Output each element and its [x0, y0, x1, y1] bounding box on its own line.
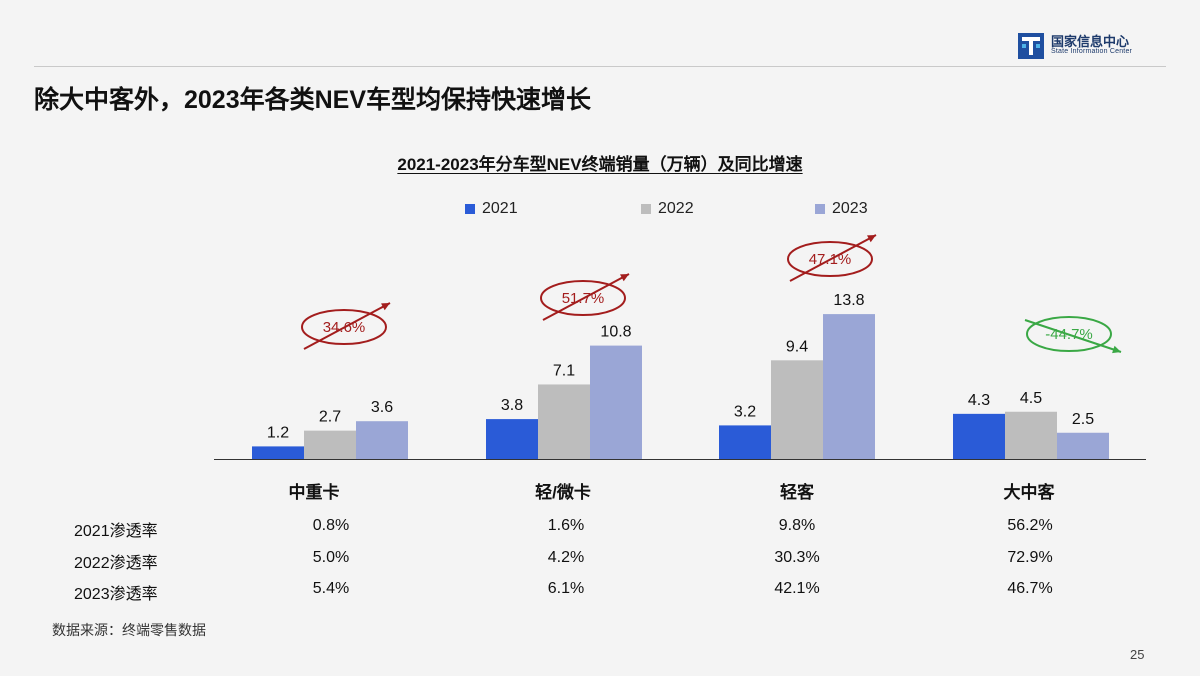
penetration-value: 9.8% — [778, 517, 816, 534]
penetration-value: 4.2% — [547, 549, 585, 566]
data-label: 3.2 — [734, 403, 756, 420]
arrow-head-icon — [381, 303, 390, 311]
organization-logo: 国家信息中心 State Information Center — [1018, 31, 1168, 61]
data-label: 2.7 — [319, 409, 341, 426]
penetration-value: 72.9% — [1007, 549, 1053, 566]
penetration-value: 5.4% — [312, 580, 350, 597]
bar-2023-1 — [590, 345, 642, 459]
bar-2021-3 — [953, 413, 1005, 459]
category-label-light-bus: 轻客 — [780, 483, 814, 502]
data-label: 9.4 — [786, 338, 808, 355]
penetration-value: 0.8% — [312, 517, 350, 534]
growth-rate-label: -44.7% — [1045, 326, 1093, 343]
penetration-value: 42.1% — [774, 580, 820, 597]
legend-item-2021: 2021 — [465, 197, 518, 221]
penetration-row-label: 2023渗透率 — [74, 586, 158, 603]
slide-title: 除大中客外，2023年各类NEV车型均保持快速增长 — [34, 86, 592, 114]
data-label: 1.2 — [267, 424, 289, 441]
growth-rate-label: 34.6% — [323, 319, 366, 336]
category-label-light-mini-truck: 轻/微卡 — [535, 483, 591, 502]
legend-item-2023: 2023 — [815, 197, 868, 221]
data-label: 13.8 — [833, 292, 864, 309]
growth-ellipse — [540, 280, 626, 316]
bar-2021-2 — [719, 425, 771, 459]
legend-swatch-2022 — [641, 204, 651, 214]
penetration-row-2022: 2022渗透率 5.0% 4.2% 30.3% 72.9% — [0, 549, 1200, 575]
penetration-value: 6.1% — [547, 580, 585, 597]
legend-label-2022: 2022 — [658, 200, 694, 217]
arrow-up-icon — [789, 234, 877, 282]
header-divider — [34, 66, 1166, 67]
penetration-value: 5.0% — [312, 549, 350, 566]
penetration-value: 46.7% — [1007, 580, 1053, 597]
bar-2021-0 — [252, 446, 304, 459]
penetration-value: 1.6% — [547, 517, 585, 534]
chart-legend: 2021 2022 2023 — [0, 197, 1200, 221]
data-label: 7.1 — [553, 362, 575, 379]
category-label-large-bus: 大中客 — [1003, 483, 1055, 502]
state-information-center-logo-icon — [1018, 33, 1044, 59]
arrow-up-icon — [303, 302, 391, 350]
data-label: 10.8 — [600, 324, 631, 341]
data-label: 2.5 — [1072, 411, 1094, 428]
arrow-up-icon — [542, 273, 630, 321]
penetration-value: 30.3% — [774, 549, 820, 566]
bar-2022-1 — [538, 384, 590, 459]
penetration-row-2021: 2021渗透率 0.8% 1.6% 9.8% 56.2% — [0, 517, 1200, 543]
legend-label-2021: 2021 — [482, 200, 518, 217]
growth-ellipse — [301, 309, 387, 345]
chart-title: 2021-2023年分车型NEV终端销量（万辆）及同比增速 — [0, 150, 1200, 175]
chart-title-text: 2021-2023年分车型NEV终端销量（万辆）及同比增速 — [397, 155, 803, 174]
bar-2021-1 — [486, 419, 538, 459]
bar-2022-0 — [304, 430, 356, 459]
arrow-down-icon — [1024, 319, 1122, 353]
growth-ellipse — [787, 241, 873, 277]
data-label: 3.6 — [371, 399, 393, 416]
arrow-head-icon — [620, 274, 629, 282]
data-source-note: 数据来源：终端零售数据 — [52, 622, 206, 638]
bar-2023-0 — [356, 421, 408, 459]
data-label: 4.5 — [1020, 390, 1042, 407]
arrow-head-icon — [1112, 345, 1121, 354]
growth-rate-label: 51.7% — [562, 290, 605, 307]
data-label: 3.8 — [501, 397, 523, 414]
arrow-head-icon — [867, 235, 876, 243]
logo-name-en: State Information Center — [1051, 48, 1133, 55]
category-label-heavy-truck: 中重卡 — [288, 483, 340, 502]
bar-2022-2 — [771, 360, 823, 459]
page-number: 25 — [1130, 647, 1145, 662]
penetration-row-2023: 2023渗透率 5.4% 6.1% 42.1% 46.7% — [0, 580, 1200, 606]
logo-name-cn: 国家信息中心 — [1051, 34, 1130, 49]
penetration-row-label: 2021渗透率 — [74, 523, 158, 540]
legend-swatch-2021 — [465, 204, 475, 214]
penetration-row-label: 2022渗透率 — [74, 555, 158, 572]
legend-label-2023: 2023 — [832, 200, 868, 217]
bar-2023-3 — [1057, 432, 1109, 459]
legend-item-2022: 2022 — [641, 197, 694, 221]
bar-2023-2 — [823, 314, 875, 459]
legend-swatch-2023 — [815, 204, 825, 214]
growth-rate-label: 47.1% — [809, 251, 852, 268]
penetration-value: 56.2% — [1007, 517, 1053, 534]
growth-ellipse — [1026, 316, 1112, 352]
bar-2022-3 — [1005, 411, 1057, 459]
data-label: 4.3 — [968, 392, 990, 409]
